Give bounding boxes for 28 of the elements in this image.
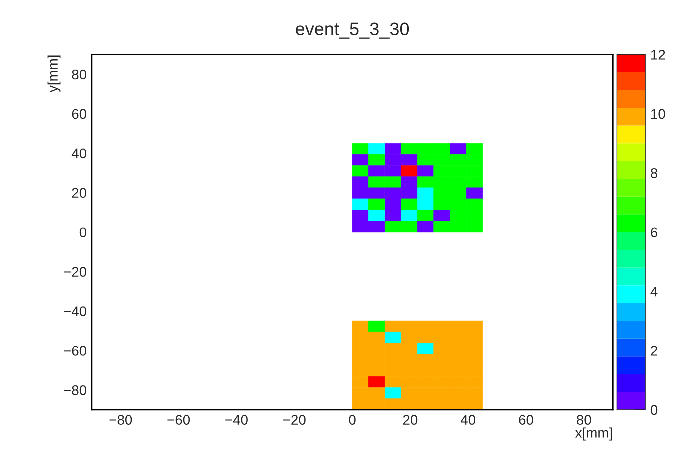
y-axis-title: y[mm] bbox=[48, 56, 61, 93]
x-tick-label: −20 bbox=[284, 415, 306, 425]
x-tick-label: −80 bbox=[110, 415, 132, 425]
color-bar-label: 8 bbox=[651, 168, 658, 178]
color-bar-label: 6 bbox=[651, 228, 658, 238]
color-bar-label: 0 bbox=[650, 405, 658, 416]
x-tick-label: 20 bbox=[403, 415, 418, 425]
y-tick-label: −60 bbox=[64, 346, 87, 356]
y-tick-label: 0 bbox=[80, 228, 87, 238]
x-tick-label: 80 bbox=[577, 415, 592, 425]
x-tick-label: −60 bbox=[168, 415, 190, 425]
x-axis-title: x[mm] bbox=[575, 428, 612, 441]
color-bar-label: 12 bbox=[652, 50, 666, 60]
x-tick-label: −40 bbox=[226, 415, 248, 425]
y-tick-label: 80 bbox=[72, 70, 87, 80]
y-tick-label: 20 bbox=[72, 188, 87, 198]
color-bar-label: 10 bbox=[652, 109, 666, 120]
color-bar-label: 2 bbox=[651, 346, 658, 356]
color-bar-label: 4 bbox=[650, 287, 658, 297]
y-tick-label: 40 bbox=[72, 148, 87, 159]
x-tick-label: 0 bbox=[349, 415, 356, 425]
y-tick-label: −20 bbox=[64, 267, 87, 277]
y-tick-label: 60 bbox=[72, 109, 87, 120]
x-tick-label: 60 bbox=[519, 415, 534, 425]
x-tick-label: 40 bbox=[460, 415, 476, 425]
chart-title: event_5_3_30 bbox=[296, 22, 410, 39]
y-tick-label: −80 bbox=[64, 386, 87, 396]
y-tick-label: −40 bbox=[64, 306, 87, 316]
